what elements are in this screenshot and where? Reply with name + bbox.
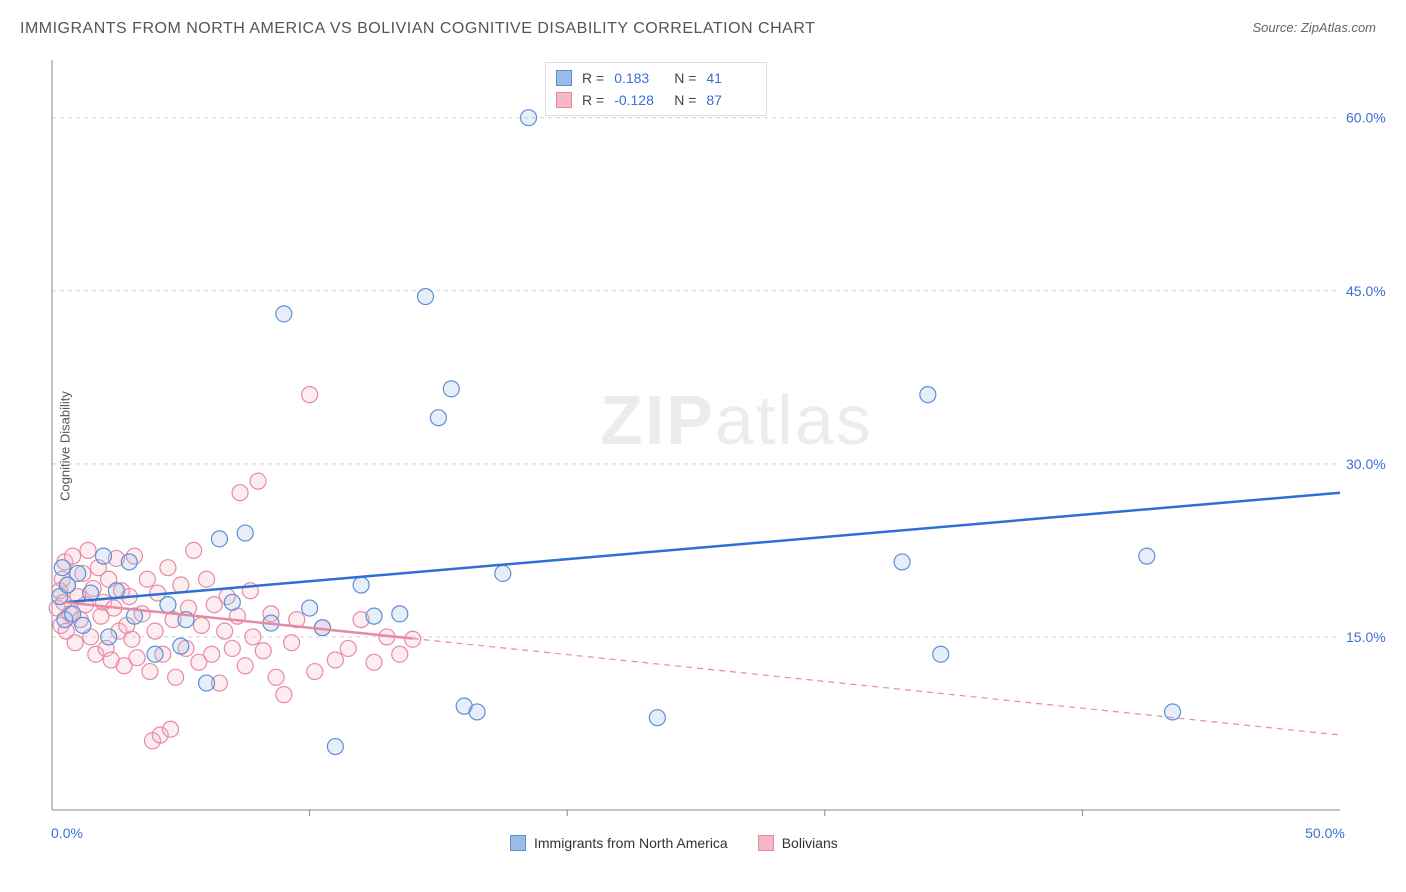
svg-text:45.0%: 45.0% xyxy=(1346,283,1386,299)
stats-row-series-0: R = 0.183 N = 41 xyxy=(556,67,756,89)
legend-item-series-0: Immigrants from North America xyxy=(510,835,728,851)
svg-text:30.0%: 30.0% xyxy=(1346,456,1386,472)
r-value-series-0: 0.183 xyxy=(614,70,664,86)
plot-area: 15.0%30.0%45.0%60.0%0.0%50.0% xyxy=(50,60,1350,820)
svg-text:0.0%: 0.0% xyxy=(51,825,83,841)
svg-text:50.0%: 50.0% xyxy=(1305,825,1345,841)
correlation-stats-box: R = 0.183 N = 41 R = -0.128 N = 87 xyxy=(545,62,767,116)
legend-swatch-series-1 xyxy=(758,835,774,851)
legend-swatch-series-0 xyxy=(510,835,526,851)
chart-title: IMMIGRANTS FROM NORTH AMERICA VS BOLIVIA… xyxy=(20,20,815,38)
legend-item-series-1: Bolivians xyxy=(758,835,838,851)
legend: Immigrants from North America Bolivians xyxy=(510,835,838,851)
swatch-series-1 xyxy=(556,92,572,108)
legend-label-series-1: Bolivians xyxy=(782,835,838,851)
swatch-series-0 xyxy=(556,70,572,86)
scatter-svg: 15.0%30.0%45.0%60.0%0.0%50.0% xyxy=(50,60,1350,820)
r-value-series-1: -0.128 xyxy=(614,92,664,108)
source-attribution: Source: ZipAtlas.com xyxy=(1252,20,1376,35)
svg-text:60.0%: 60.0% xyxy=(1346,110,1386,126)
legend-label-series-0: Immigrants from North America xyxy=(534,835,728,851)
stats-row-series-1: R = -0.128 N = 87 xyxy=(556,89,756,111)
svg-text:15.0%: 15.0% xyxy=(1346,629,1386,645)
n-value-series-0: 41 xyxy=(706,70,756,86)
n-value-series-1: 87 xyxy=(706,92,756,108)
